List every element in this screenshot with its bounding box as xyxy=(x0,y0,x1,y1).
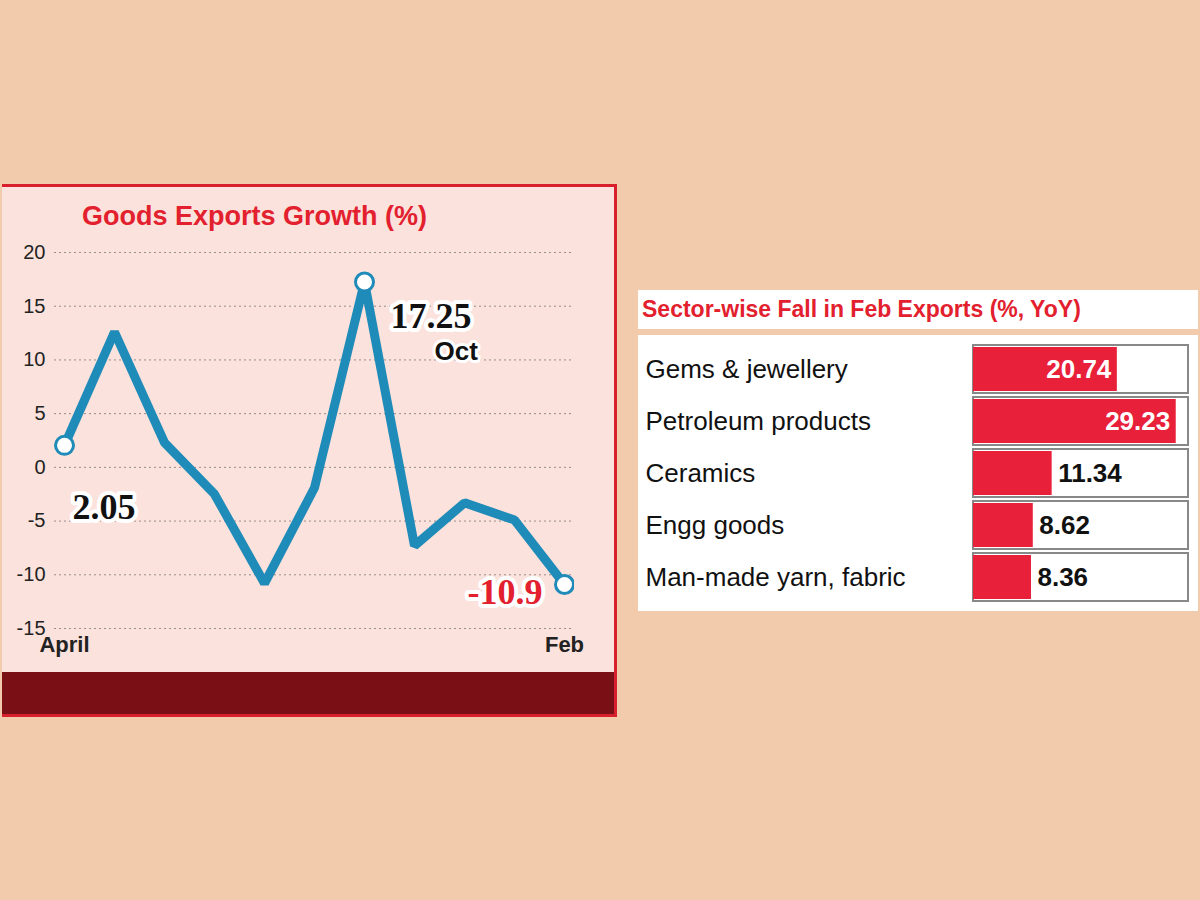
svg-text:Petroleum products: Petroleum products xyxy=(646,405,871,435)
svg-text:April: April xyxy=(39,632,89,657)
svg-text:10: 10 xyxy=(23,348,45,370)
svg-text:2.05: 2.05 xyxy=(73,486,136,526)
svg-text:20.74: 20.74 xyxy=(1046,353,1112,383)
svg-text:8.62: 8.62 xyxy=(1039,509,1090,539)
svg-text:5: 5 xyxy=(34,402,45,424)
svg-text:-10: -10 xyxy=(17,563,46,585)
svg-text:11.34: 11.34 xyxy=(1058,457,1122,487)
svg-text:-5: -5 xyxy=(28,509,46,531)
svg-text:Ceramics: Ceramics xyxy=(646,457,756,487)
svg-text:Gems & jewellery: Gems & jewellery xyxy=(646,353,848,383)
html-text:Goods Exports Growth (%): Goods Exports Growth (%) xyxy=(82,200,427,231)
svg-text:17.25: 17.25 xyxy=(391,295,472,335)
svg-text:-10.9: -10.9 xyxy=(468,571,543,611)
svg-text:Engg goods: Engg goods xyxy=(646,509,785,539)
svg-text:20: 20 xyxy=(23,240,45,262)
svg-text:15: 15 xyxy=(23,294,45,316)
svg-text:29.23: 29.23 xyxy=(1105,405,1170,435)
svg-text:Man-made yarn, fabric: Man-made yarn, fabric xyxy=(646,561,906,591)
svg-text:0: 0 xyxy=(34,455,45,477)
svg-text:Feb: Feb xyxy=(545,632,584,657)
svg-text:-15: -15 xyxy=(16,616,46,639)
svg-text:8.36: 8.36 xyxy=(1037,561,1088,591)
svg-text:Oct: Oct xyxy=(435,336,479,366)
html-text:Sector-wise Fall in Feb Export: Sector-wise Fall in Feb Exports (%, YoY) xyxy=(642,295,1081,322)
